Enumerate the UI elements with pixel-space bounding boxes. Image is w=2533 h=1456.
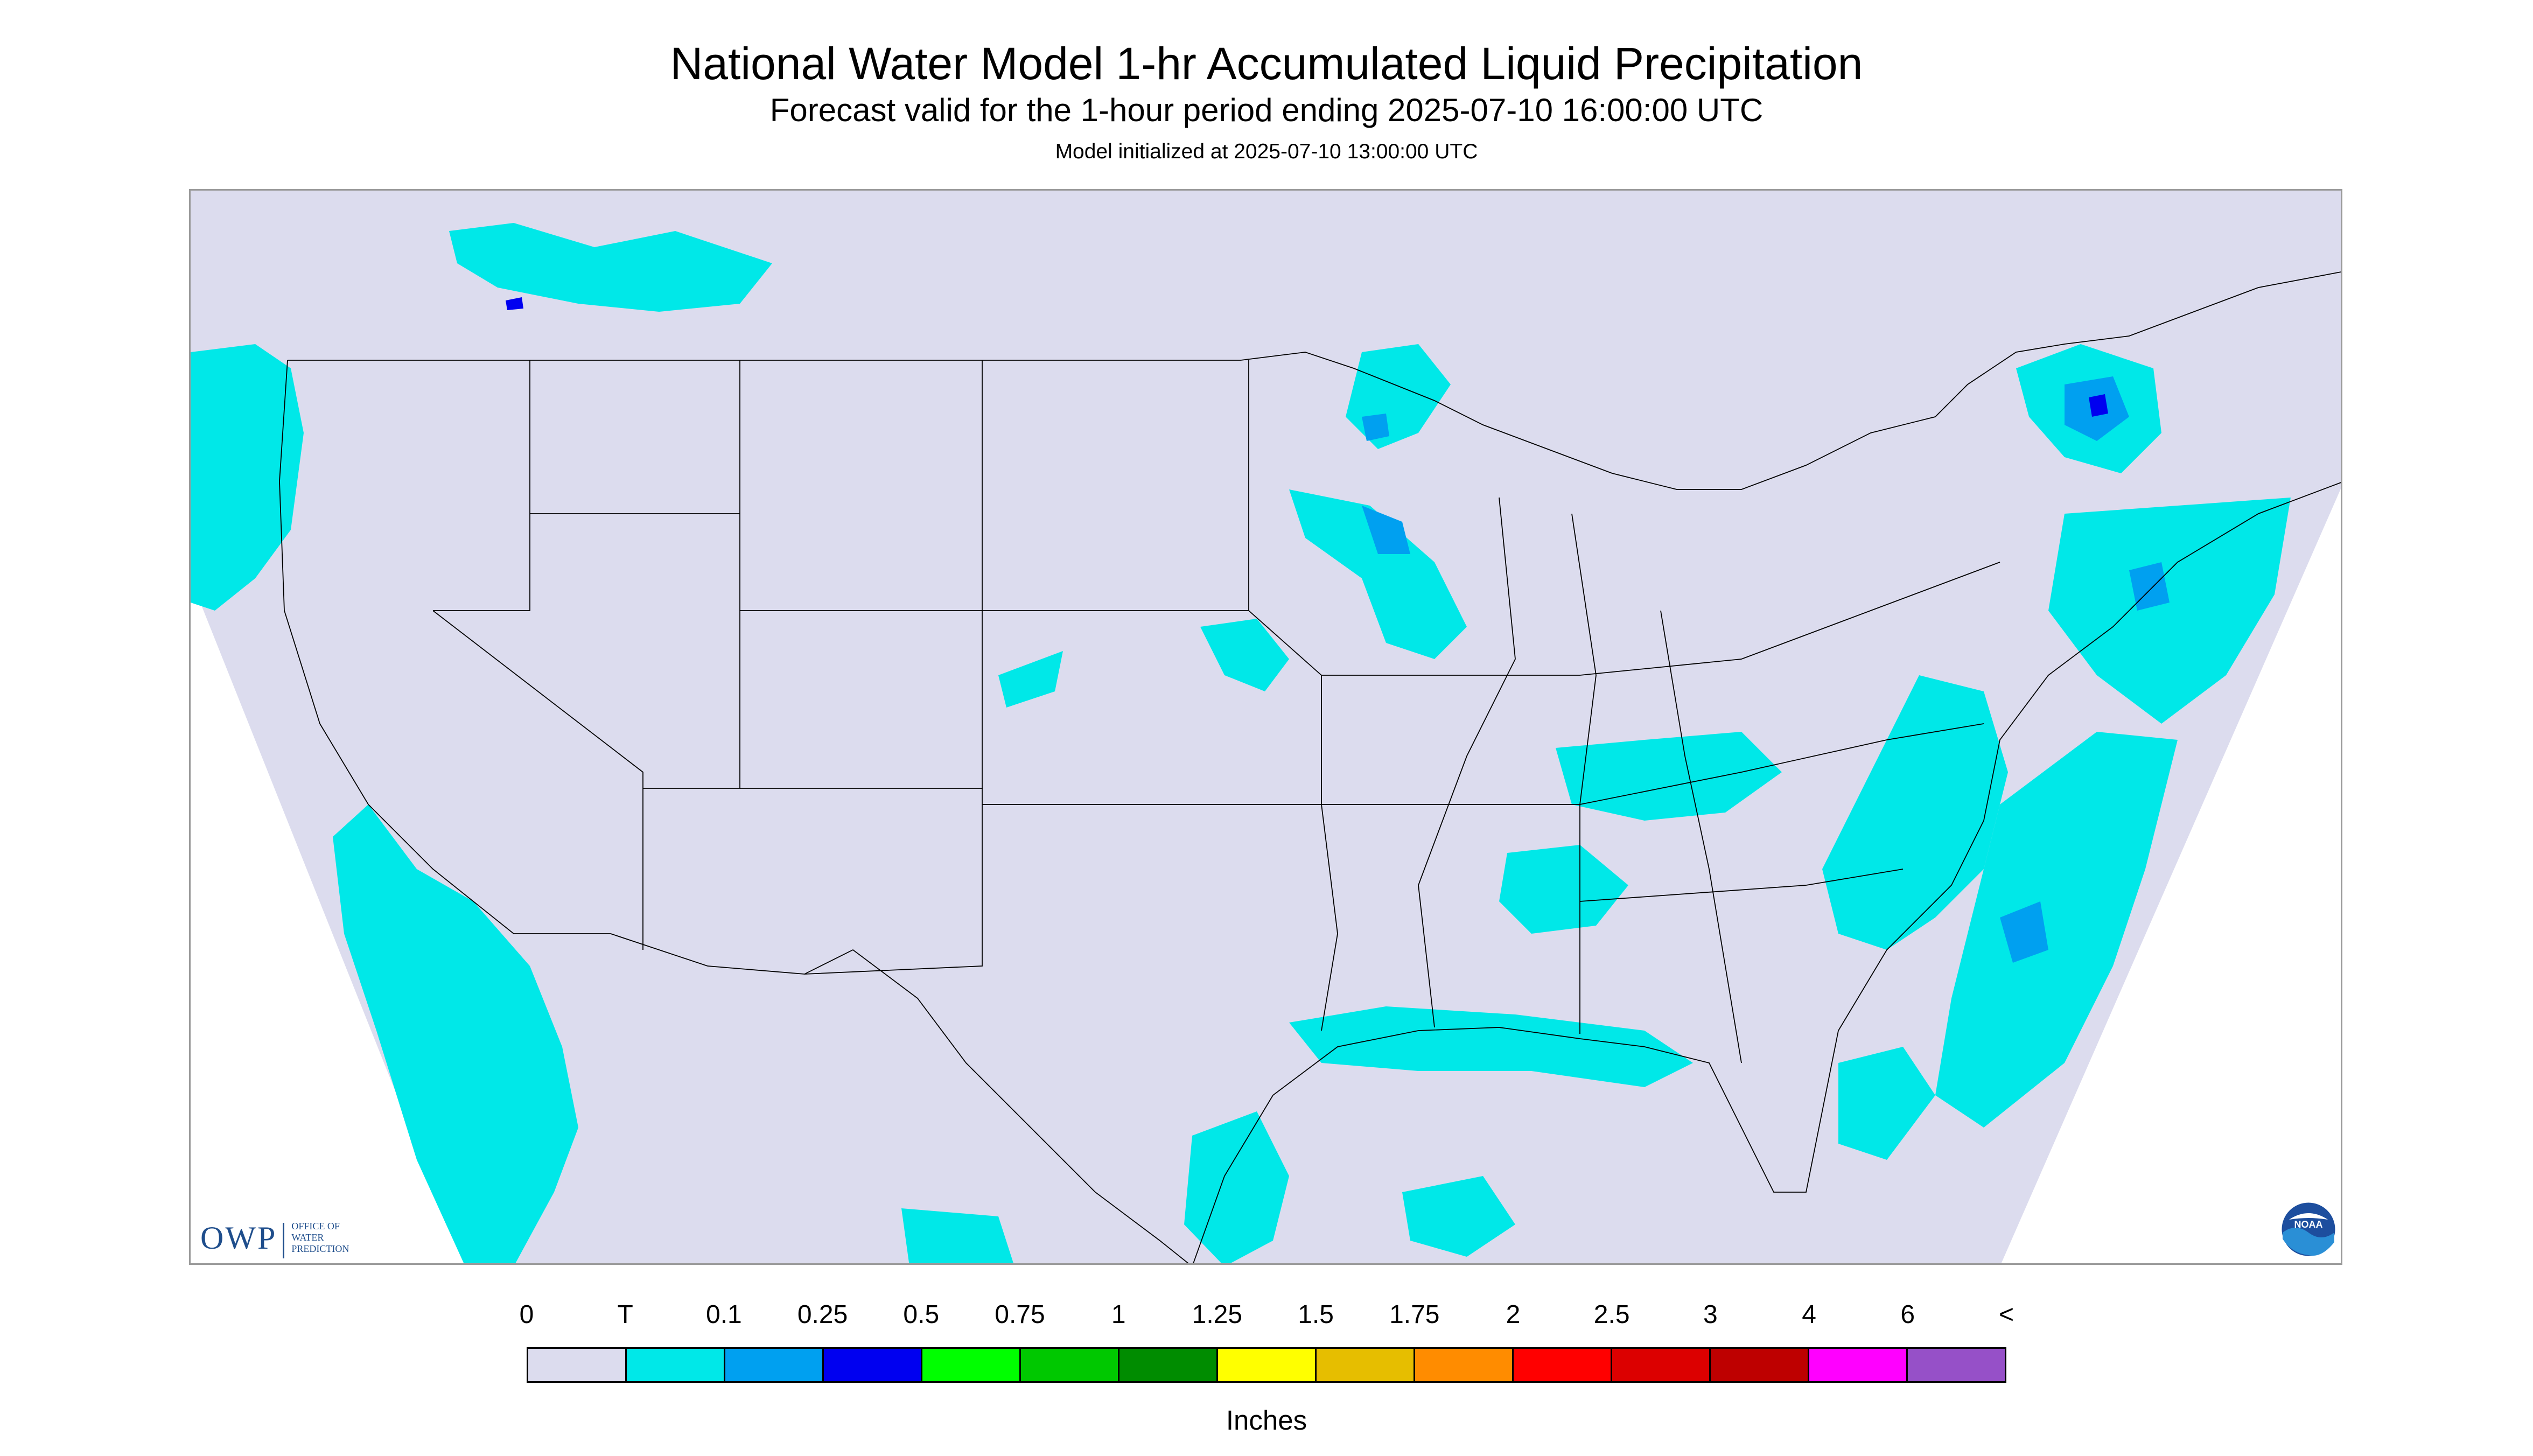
state-line-16 — [1579, 869, 1904, 902]
precip-baja-pacific — [333, 804, 578, 1263]
legend-tick-label: 1.75 — [1389, 1302, 1440, 1329]
legend-units: Inches — [1226, 1405, 1307, 1436]
legend-swatch — [822, 1349, 921, 1381]
precipitation-map — [191, 191, 2341, 1263]
legend-swatch — [1315, 1349, 1414, 1381]
state-line-5 — [432, 610, 643, 950]
precip-trace-areas — [191, 223, 2291, 1263]
precip-gulf-south — [1402, 1176, 1515, 1257]
state-line-3 — [739, 360, 983, 611]
us-canada-border — [288, 271, 2341, 490]
owp-sub-line-1: Office of — [291, 1223, 340, 1233]
state-line-1 — [433, 360, 530, 611]
owp-logo-divider — [283, 1222, 285, 1258]
precip-atlantic-core — [2000, 901, 2048, 963]
owp-logo-subtext: Office of Water Prediction — [291, 1223, 349, 1257]
noaa-logo-icon: NOAA — [2280, 1201, 2337, 1258]
precip-mid-atlantic — [1822, 675, 2008, 950]
state-line-11 — [1418, 497, 1516, 1028]
legend-swatch — [1709, 1349, 1808, 1381]
legend-colorbar — [527, 1347, 2006, 1383]
legend-tick-label: 2.5 — [1593, 1302, 1630, 1329]
figure-title: National Water Model 1-hr Accumulated Li… — [670, 39, 1863, 89]
precip-atlantic-offshore — [1935, 732, 2178, 1128]
legend-swatch — [528, 1349, 625, 1381]
legend-tick-label: 0.75 — [995, 1302, 1045, 1329]
state-line-15 — [1321, 723, 1984, 805]
figure-subtitle: Forecast valid for the 1-hour period end… — [769, 94, 1764, 129]
legend: 0 T 0.1 0.25 0.5 0.75 1 1.25 1.5 1.75 2 2.5 3 4 6 < Inc… — [520, 1302, 2014, 1447]
legend-swatch — [1512, 1349, 1611, 1381]
precip-canada-west — [449, 223, 772, 312]
west-coast — [279, 360, 611, 934]
legend-tick-label: 2 — [1506, 1302, 1521, 1329]
legend-swatch — [1118, 1349, 1216, 1381]
model-init-time: Model initialized at 2025-07-10 13:00:00… — [1055, 139, 1478, 163]
precip-pacific-nw — [191, 344, 304, 611]
legend-swatch — [1414, 1349, 1512, 1381]
owp-logo: OWP Office of Water Prediction — [200, 1221, 349, 1258]
map-domain — [191, 191, 2341, 1263]
legend-tick-label: T — [617, 1302, 633, 1329]
precip-alabama — [1499, 845, 1628, 934]
legend-swatch — [1611, 1349, 1709, 1381]
legend-tick-label: 0.1 — [706, 1302, 742, 1329]
precip-nebraska — [1200, 619, 1289, 691]
map-panel — [189, 189, 2342, 1265]
precip-yucatan-south — [901, 1208, 1014, 1263]
state-line-14 — [1321, 562, 2000, 676]
legend-tick-label: 0 — [519, 1302, 534, 1329]
state-line-10 — [1321, 804, 1338, 1031]
legend-swatch — [1019, 1349, 1118, 1381]
precip-new-england — [2048, 498, 2291, 724]
legend-tick-label: 1 — [1111, 1302, 1126, 1329]
gulf-coast — [1193, 482, 2341, 1263]
owp-sub-line-3: Prediction — [291, 1245, 349, 1255]
legend-tick-label: 1.25 — [1192, 1302, 1243, 1329]
precip-heavy-areas — [506, 297, 2108, 417]
state-line-8 — [982, 610, 1322, 805]
owp-logo-text: OWP — [200, 1221, 277, 1257]
precip-ontario-core — [1362, 414, 1389, 441]
state-line-9 — [804, 788, 983, 975]
owp-sub-line-2: Water — [291, 1234, 324, 1244]
legend-swatch — [921, 1349, 1019, 1381]
legend-swatch — [1216, 1349, 1315, 1381]
precip-kansas-colorado — [998, 651, 1063, 708]
precip-gulf-coast — [1289, 1006, 1693, 1087]
us-mexico-border — [610, 933, 1189, 1263]
precip-florida-east — [1838, 1047, 1935, 1160]
precip-texas-coast — [1184, 1111, 1289, 1263]
legend-tick-label: 0.5 — [903, 1302, 940, 1329]
precip-pnw-heavy — [506, 297, 523, 310]
legend-tick-label: < — [1998, 1302, 2014, 1329]
precip-wisconsin-core — [1362, 506, 1410, 554]
legend-tick-label: 6 — [1900, 1302, 1915, 1329]
legend-swatch — [625, 1349, 724, 1381]
legend-swatch — [724, 1349, 822, 1381]
precip-quebec-heavy — [2089, 394, 2108, 417]
legend-swatch — [1906, 1349, 2005, 1381]
state-boundaries — [279, 271, 2341, 1263]
state-line-12 — [1571, 513, 1597, 1034]
legend-tick-label: 1.5 — [1298, 1302, 1334, 1329]
legend-swatch — [1808, 1349, 1906, 1381]
legend-tick-label: 3 — [1703, 1302, 1718, 1329]
legend-tick-label: 4 — [1802, 1302, 1816, 1329]
precip-wisconsin-minnesota — [1289, 489, 1467, 659]
legend-tick-label: 0.25 — [797, 1302, 848, 1329]
noaa-logo-text: NOAA — [2294, 1219, 2323, 1230]
state-line-13 — [1660, 610, 1742, 1063]
precip-new-england-core — [2129, 562, 2170, 611]
